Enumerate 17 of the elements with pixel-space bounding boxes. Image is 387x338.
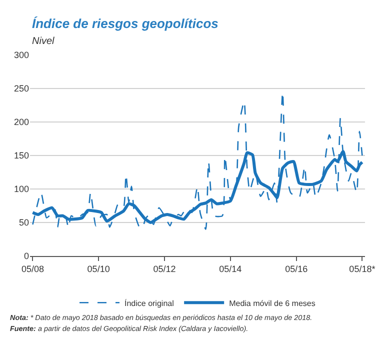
chart-subtitle: Nivel [32, 36, 56, 47]
legend-label: Índice original [124, 298, 174, 308]
x-tick-label: 05/18* [349, 264, 376, 274]
legend-label: Media móvil de 6 meses [229, 298, 316, 308]
chart-title: Índice de riesgos geopolíticos [32, 16, 218, 31]
x-tick-label: 05/14 [219, 264, 242, 274]
x-tick-label: 05/12 [153, 264, 176, 274]
y-tick-label: 150 [14, 150, 29, 161]
x-tick-label: 05/16 [285, 264, 308, 274]
x-tick-label: 05/10 [87, 264, 110, 274]
x-tick-label: 05/08 [21, 264, 44, 274]
y-tick-label: 200 [14, 117, 29, 128]
y-tick-label: 100 [14, 184, 29, 194]
y-tick-label: 300 [14, 50, 29, 60]
y-tick-label: 50 [18, 218, 29, 228]
y-tick-label: 0 [24, 251, 29, 262]
y-tick-label: 250 [14, 84, 29, 94]
